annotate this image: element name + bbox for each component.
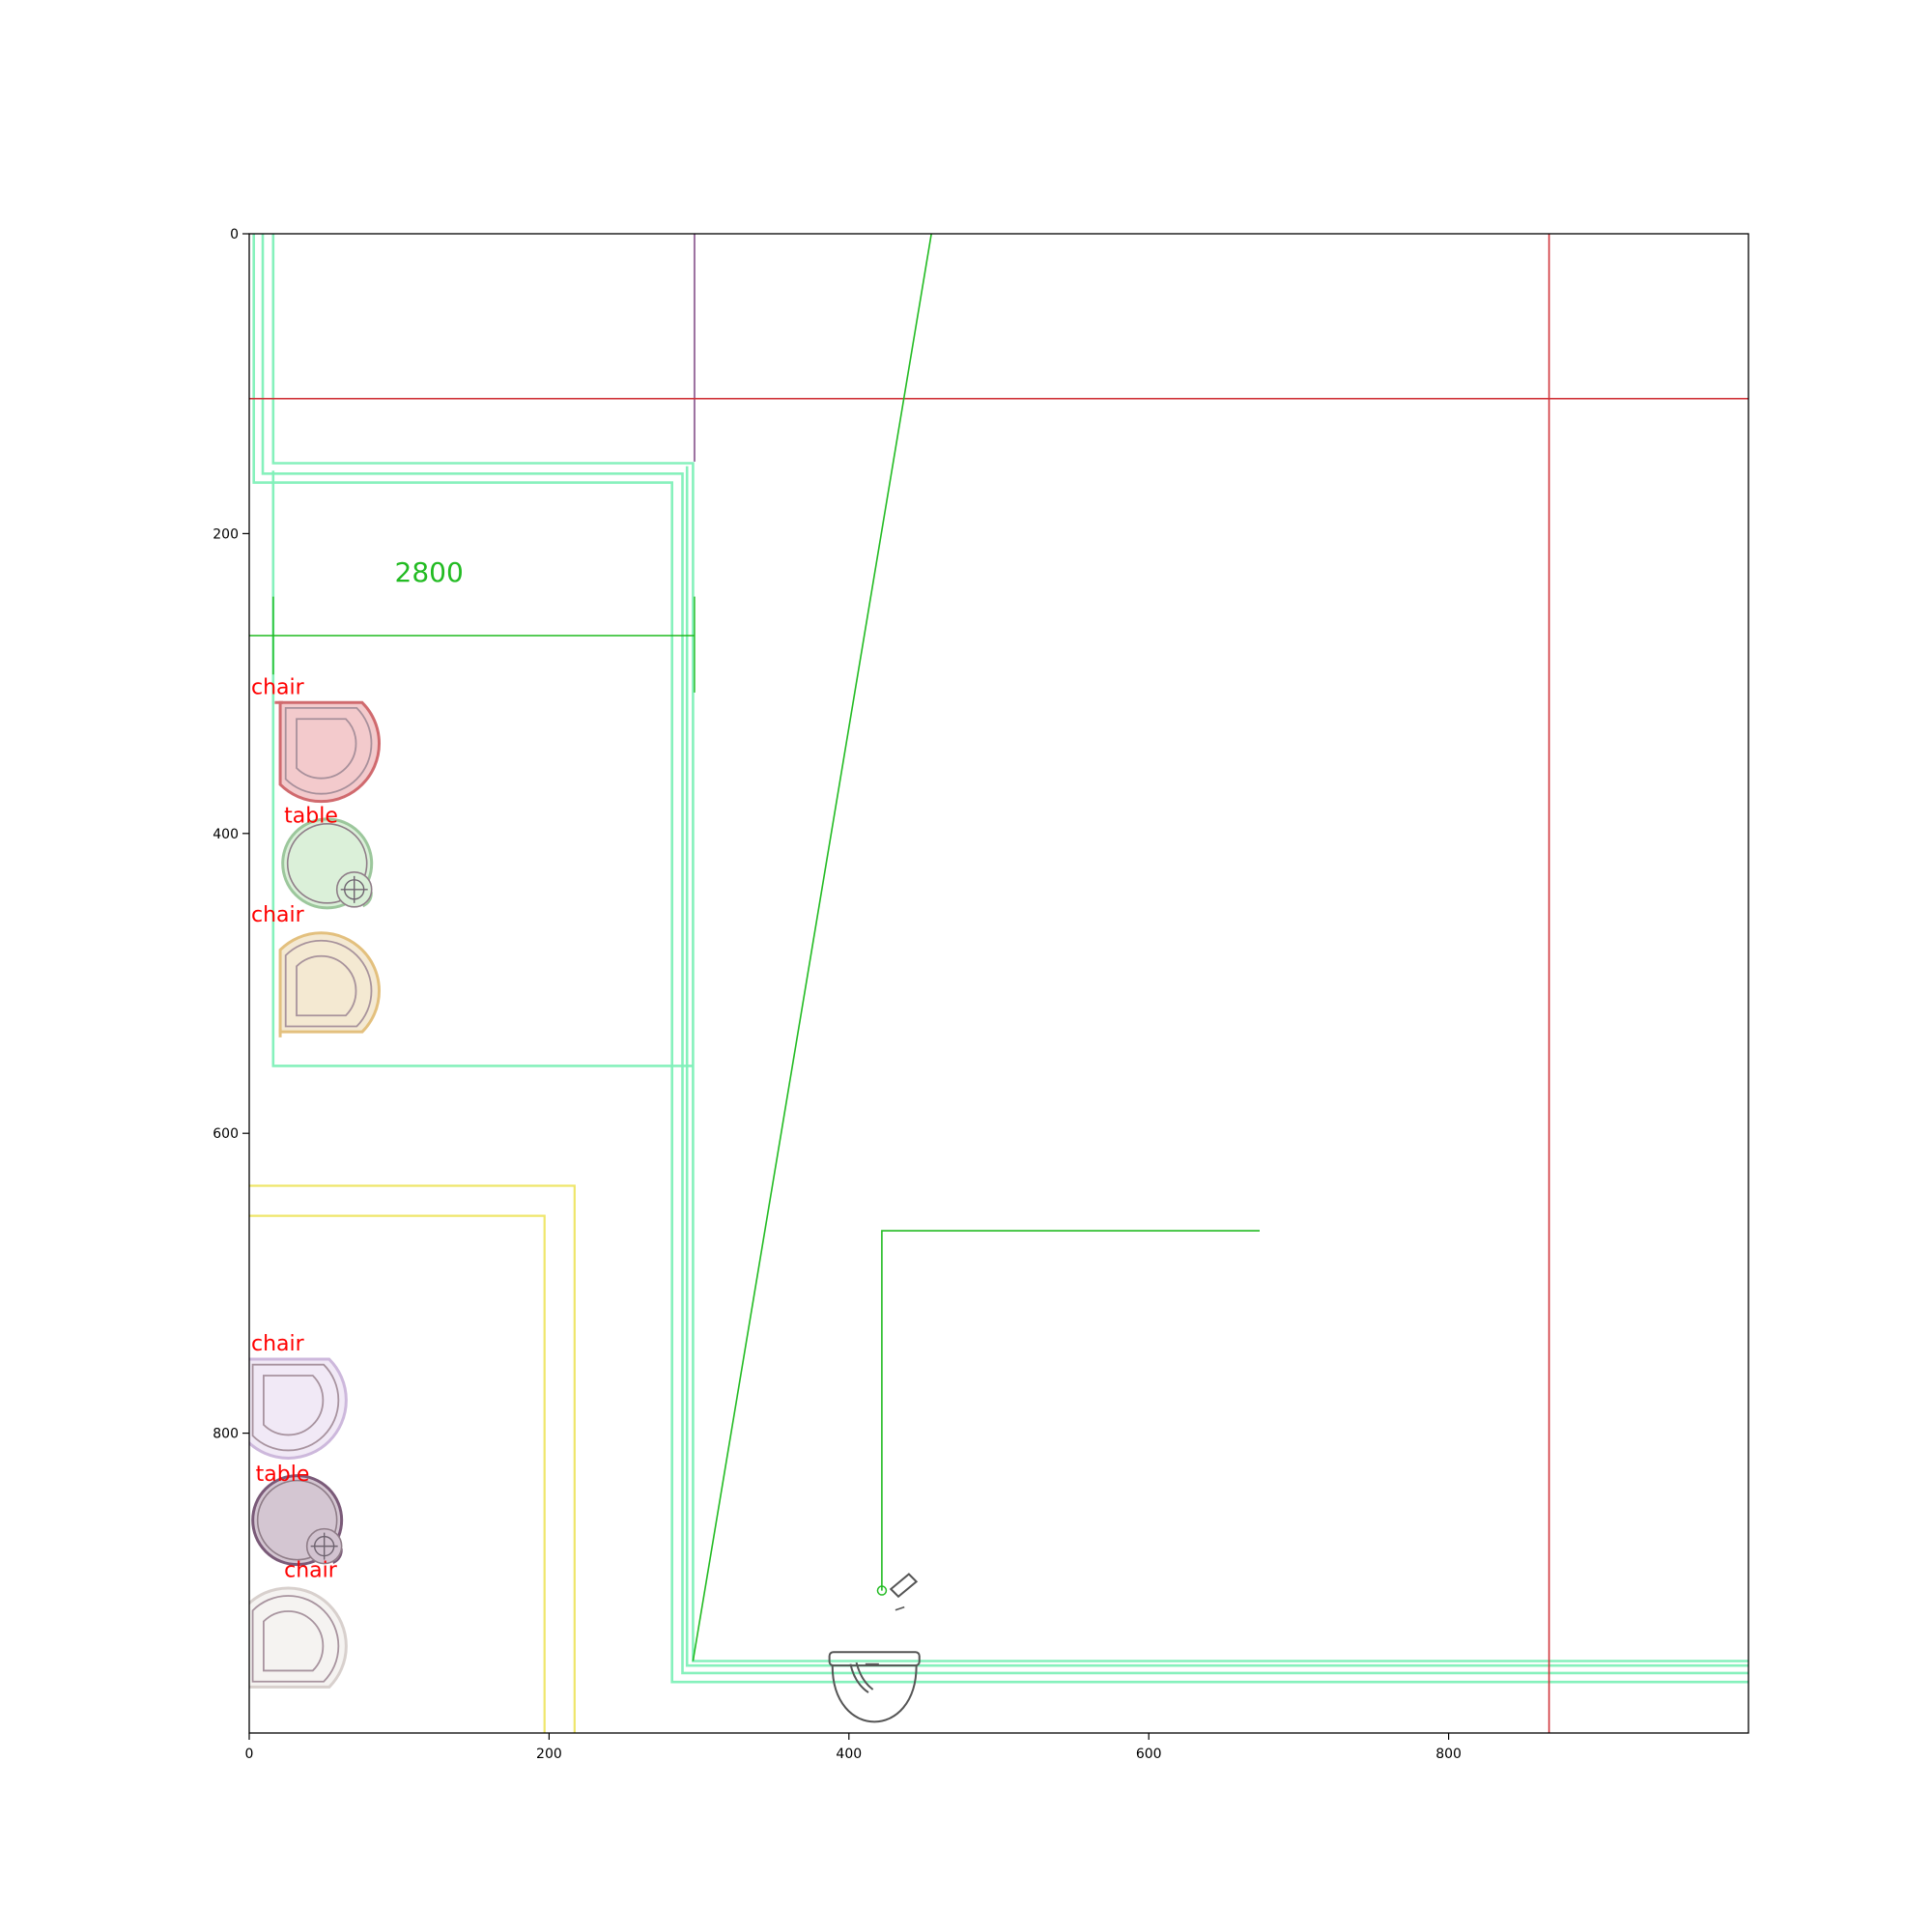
table-symbol bbox=[251, 1474, 344, 1567]
y-tick-label: 0 bbox=[230, 227, 239, 242]
x-tick-label: 200 bbox=[536, 1747, 562, 1762]
fixture-detail bbox=[895, 1605, 905, 1611]
chair-seat bbox=[249, 1586, 348, 1689]
wall-line bbox=[252, 234, 1748, 1684]
table-label: table bbox=[256, 1463, 310, 1487]
chair-inner-outline bbox=[262, 1375, 325, 1436]
dimension-annotation: 2800 bbox=[249, 556, 696, 693]
table-outline bbox=[286, 823, 368, 904]
chair-inner-outline bbox=[296, 954, 357, 1017]
dimension-label: 2800 bbox=[395, 556, 464, 588]
chair-label: chair bbox=[251, 1332, 305, 1356]
fixture-curve bbox=[849, 1663, 869, 1693]
chair-outline bbox=[284, 939, 373, 1028]
chair-seat bbox=[249, 1357, 348, 1460]
wall-line bbox=[685, 466, 1748, 1667]
x-tick-label: 800 bbox=[1435, 1747, 1462, 1762]
yellow-boundary-line bbox=[249, 1184, 576, 1733]
chair-edge bbox=[274, 700, 283, 704]
fixture-symbol bbox=[828, 1573, 921, 1723]
fixture-curve bbox=[855, 1662, 874, 1690]
chair-seat bbox=[278, 931, 381, 1034]
plot-frame bbox=[248, 233, 1749, 1734]
chair-symbol bbox=[278, 931, 381, 1037]
chair-symbol bbox=[249, 1586, 348, 1689]
x-tick-label: 600 bbox=[1136, 1747, 1162, 1762]
chair-outline bbox=[284, 707, 373, 795]
chair-outline bbox=[251, 1595, 340, 1683]
y-tick-label: 400 bbox=[213, 827, 239, 842]
y-axis: 0 200 400 600 800 bbox=[213, 227, 249, 1442]
chair-label: chair bbox=[251, 675, 305, 699]
chair-label: chair bbox=[251, 903, 305, 927]
chair-label: chair bbox=[284, 1558, 338, 1582]
wall-line bbox=[271, 234, 1748, 1662]
chair-edge bbox=[278, 1029, 282, 1037]
fixture-tank bbox=[828, 1651, 921, 1667]
fixture-bowl bbox=[831, 1665, 918, 1723]
y-tick-label: 800 bbox=[213, 1427, 239, 1442]
plot-area: 2800 chair table chair chair table chair bbox=[249, 234, 1748, 1733]
x-tick-label: 0 bbox=[245, 1747, 254, 1762]
chair-outline bbox=[251, 1363, 340, 1452]
fixture-handle bbox=[889, 1573, 919, 1599]
chair-inner-outline bbox=[296, 718, 357, 780]
table-outline bbox=[256, 1479, 338, 1561]
y-tick-label: 600 bbox=[213, 1126, 239, 1142]
chair-inner-outline bbox=[262, 1610, 325, 1672]
table-label: table bbox=[284, 805, 338, 829]
green-l-line bbox=[881, 1230, 1260, 1591]
chair-symbol bbox=[274, 700, 381, 804]
chair-seat bbox=[278, 700, 381, 804]
x-tick-label: 400 bbox=[836, 1747, 862, 1762]
yellow-boundary-line bbox=[249, 1214, 546, 1733]
x-axis: 0 200 400 600 800 bbox=[245, 1733, 1462, 1762]
green-endpoint-marker bbox=[876, 1585, 888, 1596]
chair-symbol bbox=[249, 1357, 348, 1460]
green-diagonal-line bbox=[692, 234, 932, 1662]
y-tick-label: 200 bbox=[213, 526, 239, 542]
wall-line bbox=[261, 234, 1748, 1675]
table-symbol bbox=[281, 817, 374, 910]
